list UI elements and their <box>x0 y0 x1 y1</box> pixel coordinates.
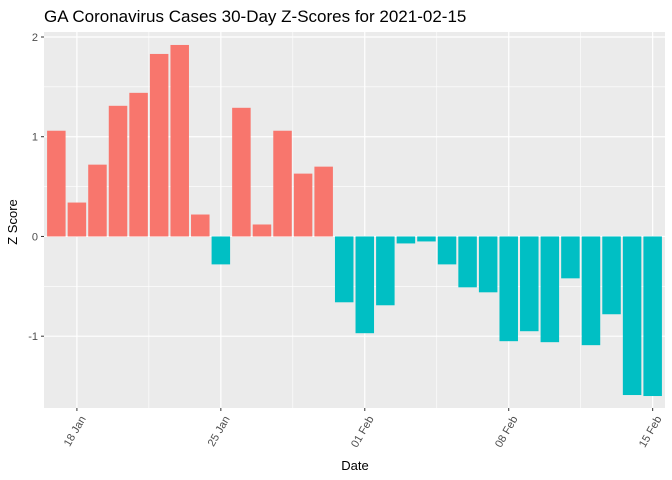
x-tick-label: 01 Feb <box>349 414 377 450</box>
bar <box>191 214 210 237</box>
bar <box>602 236 621 315</box>
bar <box>581 236 601 346</box>
bar <box>252 224 272 237</box>
chart-title: GA Coronavirus Cases 30-Day Z-Scores for… <box>44 7 466 26</box>
bar <box>520 236 539 332</box>
bar <box>396 236 416 244</box>
bar <box>376 236 395 306</box>
y-axis-label: Z Score <box>5 199 20 245</box>
bar <box>417 236 436 242</box>
x-tick-label: 15 Feb <box>637 414 665 450</box>
bar <box>499 236 518 342</box>
bar <box>355 236 375 334</box>
y-tick-label: 2 <box>32 32 38 44</box>
bar <box>232 107 251 237</box>
bar <box>129 92 148 237</box>
y-axis-ticks: -1 0 1 2 <box>28 32 44 343</box>
y-tick-label: 0 <box>32 231 38 243</box>
x-axis-label: Date <box>341 458 368 473</box>
bar <box>211 236 231 265</box>
bar <box>540 236 560 343</box>
bar <box>622 236 642 396</box>
y-tick-label: -1 <box>28 331 38 343</box>
bar <box>314 166 333 237</box>
bar <box>170 44 189 237</box>
x-tick-label: 25 Jan <box>206 414 233 449</box>
bar <box>458 236 477 288</box>
bar <box>88 164 107 237</box>
bar <box>561 236 580 279</box>
bar <box>334 236 354 303</box>
bar <box>437 236 457 265</box>
x-axis-ticks: 18 Jan 25 Jan 01 Feb 08 Feb 15 Feb <box>62 408 665 450</box>
bar <box>478 236 498 293</box>
bars <box>47 44 662 397</box>
bar <box>643 236 662 397</box>
x-tick-label: 08 Feb <box>493 414 521 450</box>
bar <box>67 202 87 237</box>
bar <box>273 130 292 237</box>
x-tick-label: 18 Jan <box>62 414 89 449</box>
bar <box>149 53 169 237</box>
bar <box>293 173 313 237</box>
y-tick-label: 1 <box>32 132 38 144</box>
bar <box>47 130 66 237</box>
bar <box>108 105 128 237</box>
